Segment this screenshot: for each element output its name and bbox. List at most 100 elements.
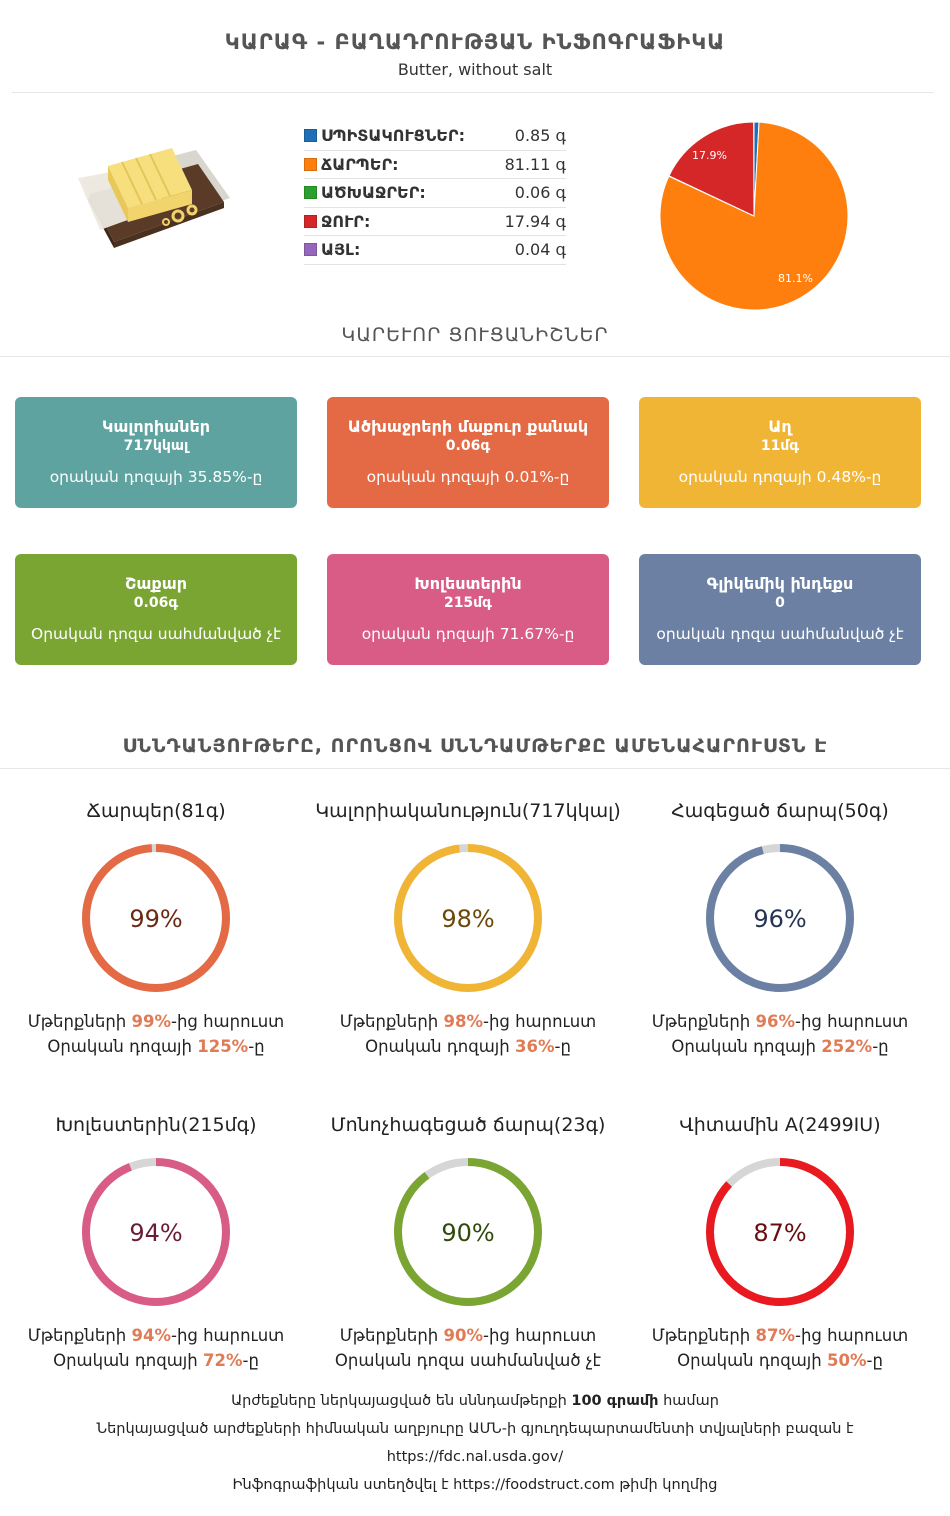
pie-label-fat: 81.1% [778, 272, 813, 285]
card-sugar: Շաքար 0.06գ Օրական դոզա սահմանված չէ [15, 554, 297, 665]
footer-credit: Ինֆոգրաֆիկան ստեղծվել է https://foodstru… [232, 1477, 718, 1493]
ring-title: Մոնոչհագեցած ճարպ(23գ) [330, 1114, 606, 1136]
percent-ring: 94% [82, 1158, 230, 1306]
other-swatch [304, 243, 317, 257]
legend-label: ՋՈՒՐ: [321, 211, 371, 231]
card-value: 717կկալ [123, 438, 189, 454]
card-title: Խոլեստերին [414, 574, 522, 593]
composition-pie-chart: 17.9% 81.1% [659, 121, 849, 311]
ring-progress [82, 844, 230, 992]
percent-ring: 98% [394, 844, 542, 992]
card-net-carbs: Ածխաջրերի մաքուր քանակ 0.06գ օրական դոզա… [327, 397, 609, 508]
ring-daily-text: Օրական դոզա սահմանված չէ [334, 1351, 602, 1370]
divider [12, 92, 934, 93]
ring-progress [394, 1158, 542, 1306]
ring-percent-text: 99% [129, 905, 182, 933]
percent-ring: 87% [706, 1158, 854, 1306]
ring-block-fat: Ճարպեր(81գ) 99% Մթերքների 99%-ից հարուստ… [0, 800, 312, 1056]
card-title: Ածխաջրերի մաքուր քանակ [347, 417, 589, 436]
ring-progress [394, 844, 542, 992]
card-title: Շաքար [124, 574, 187, 593]
ring-rank-text: Մթերքների 87%-ից հարուստ [651, 1326, 909, 1345]
pie-label-water: 17.9% [692, 149, 727, 162]
divider [0, 768, 950, 769]
ring-block-cholesterol: Խոլեստերին(215մգ) 94% Մթերքների 94%-ից հ… [0, 1114, 312, 1370]
card-value: 11մգ [760, 438, 800, 454]
card-glycemic-index: Գլիկեմիկ ինդեքս 0 օրական դոզա սահմանված … [639, 554, 921, 665]
percent-ring: 90% [394, 1158, 542, 1306]
butter-image [78, 148, 230, 248]
card-value: 0.06գ [445, 438, 491, 454]
card-note: օրական դոզայի 35.85%-ը [49, 468, 263, 486]
legend-value: 0.85 գ [514, 126, 566, 146]
key-section-title: ԿԱՐԵՒՈՐ ՑՈՒՑԱՆԻՇՆԵՐ [341, 324, 609, 346]
ring-progress [706, 844, 854, 992]
card-salt: Աղ 11մգ օրական դոզայի 0.48%-ը [639, 397, 921, 508]
legend-label: ՃԱՐՊԵՐ: [321, 154, 399, 174]
card-title: Գլիկեմիկ ինդեքս [706, 574, 854, 593]
ring-percent-text: 87% [753, 1219, 806, 1247]
ring-rank-text: Մթերքների 94%-ից հարուստ [27, 1326, 285, 1345]
ring-title: Խոլեստերին(215մգ) [55, 1114, 257, 1136]
composition-legend: ՍՊԻՏԱԿՈՒՑՆԵՐ: 0.85 գ ՃԱՐՊԵՐ: 81.11 գ ԱԾԽ… [304, 122, 566, 265]
divider [0, 356, 950, 357]
legend-value: 17.94 գ [504, 211, 566, 231]
card-note: օրական դոզայի 0.01%-ը [366, 468, 570, 486]
ring-rank-text: Մթերքների 98%-ից հարուստ [339, 1012, 597, 1031]
ring-daily-text: Օրական դոզայի 125%-ը [47, 1037, 265, 1056]
legend-row-fat: ՃԱՐՊԵՐ: 81.11 գ [304, 151, 566, 179]
ring-progress [706, 1158, 854, 1306]
legend-value: 0.04 գ [514, 240, 566, 260]
ring-title: Հագեցած ճարպ(50գ) [671, 800, 889, 822]
ring-percent-text: 94% [129, 1219, 182, 1247]
card-cholesterol: Խոլեստերին 215մգ օրական դոզայի 71.67%-ը [327, 554, 609, 665]
ring-percent-text: 98% [441, 905, 494, 933]
page-title: ԿԱՐԱԳ - ԲԱՂԱԴՐՈՒԹՅԱՆ ԻՆՖՈԳՐԱՖԻԿԱ [224, 30, 726, 54]
card-title: Կալորիաներ [101, 417, 211, 436]
card-calories: Կալորիաներ 717կկալ օրական դոզայի 35.85%-… [15, 397, 297, 508]
ring-daily-text: Օրական դոզայի 72%-ը [53, 1351, 259, 1370]
water-swatch [304, 214, 317, 228]
ring-daily-text: Օրական դոզայի 252%-ը [671, 1037, 889, 1056]
card-note: Օրական դոզա սահմանված չէ [31, 625, 281, 643]
ring-block-calories: Կալորիականություն(717կկալ) 98% Մթերքների… [312, 800, 624, 1056]
card-title: Աղ [768, 417, 792, 436]
legend-row-carbs: ԱԾԽԱՋՐԵՐ: 0.06 գ [304, 179, 566, 208]
page-subtitle: Butter, without salt [397, 60, 553, 79]
ring-title: Ճարպեր(81գ) [86, 800, 226, 822]
ring-percent-text: 96% [753, 905, 806, 933]
ring-rank-text: Մթերքների 90%-ից հարուստ [339, 1326, 597, 1345]
ring-progress [82, 1158, 230, 1306]
ring-rank-text: Մթերքների 99%-ից հարուստ [27, 1012, 285, 1031]
footer-note: Արժեքները ներկայացված են սննդամթերքի 100… [231, 1393, 719, 1409]
legend-label: ԱԾԽԱՋՐԵՐ: [321, 183, 426, 203]
protein-swatch [304, 129, 317, 143]
footer-source: Ներկայացված արժեքների հիմնական աղբյուրը … [96, 1421, 854, 1437]
percent-ring: 99% [82, 844, 230, 992]
legend-label: ՍՊԻՏԱԿՈՒՑՆԵՐ: [321, 126, 465, 146]
legend-row-water: ՋՈՒՐ: 17.94 գ [304, 208, 566, 236]
rich-section-title: ՍՆՆԴԱՆՅՈՒԹԵՐԸ, ՈՐՈՆՑՈՎ ՍՆՆԴԱՄԹԵՐՔԸ ԱՄԵՆԱ… [122, 735, 828, 757]
ring-title: Կալորիականություն(717կկալ) [315, 800, 621, 822]
fat-swatch [304, 157, 317, 171]
card-value: 0.06գ [133, 595, 179, 611]
card-value: 0 [775, 595, 785, 611]
legend-row-other: ԱՅԼ: 0.04 գ [304, 236, 566, 265]
card-note: օրական դոզա սահմանված չէ [656, 625, 904, 643]
card-note: օրական դոզայի 71.67%-ը [361, 625, 575, 643]
ring-percent-text: 90% [441, 1219, 494, 1247]
legend-value: 81.11 գ [504, 154, 566, 174]
ring-block-saturated-fat: Հագեցած ճարպ(50գ) 96% Մթերքների 96%-ից հ… [624, 800, 936, 1056]
ring-block-monounsaturated-fat: Մոնոչհագեցած ճարպ(23գ) 90% Մթերքների 90%… [312, 1114, 624, 1370]
legend-value: 0.06 գ [514, 183, 566, 203]
legend-row-protein: ՍՊԻՏԱԿՈՒՑՆԵՐ: 0.85 գ [304, 122, 566, 151]
ring-daily-text: Օրական դոզայի 50%-ը [677, 1351, 883, 1370]
ring-rank-text: Մթերքների 96%-ից հարուստ [651, 1012, 909, 1031]
percent-ring: 96% [706, 844, 854, 992]
pie-slice-water [668, 121, 755, 217]
card-value: 215մգ [443, 595, 493, 611]
ring-block-vitamin-a: Վիտամին A(2499IU) 87% Մթերքների 87%-ից հ… [624, 1114, 936, 1370]
legend-label: ԱՅԼ: [321, 240, 361, 260]
ring-daily-text: Օրական դոզայի 36%-ը [365, 1037, 571, 1056]
footer-source-link[interactable]: https://fdc.nal.usda.gov/ [386, 1449, 564, 1465]
